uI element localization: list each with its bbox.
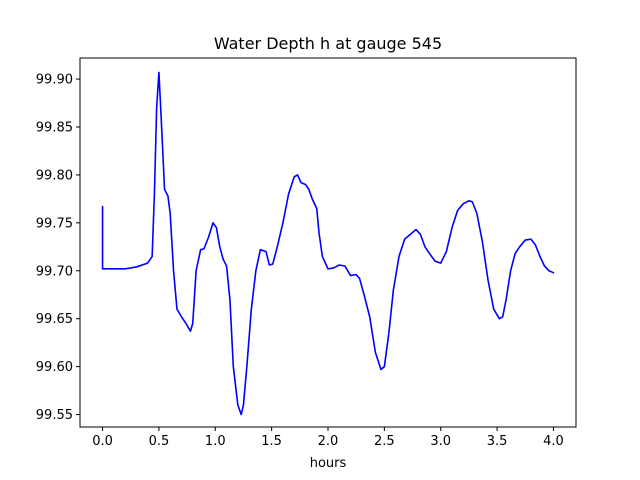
y-tick-label: 99.60 xyxy=(36,360,73,375)
x-tick-label: 3.5 xyxy=(487,434,508,449)
chart-title: Water Depth h at gauge 545 xyxy=(214,34,442,53)
x-tick-label: 1.0 xyxy=(205,434,226,449)
x-axis-label: hours xyxy=(310,456,347,471)
x-tick-label: 0.0 xyxy=(92,434,113,449)
x-tick-label: 3.0 xyxy=(430,434,451,449)
x-tick-label: 2.5 xyxy=(374,434,395,449)
y-tick-label: 99.55 xyxy=(36,408,73,423)
series-line-0 xyxy=(101,71,555,416)
y-tick-label: 99.85 xyxy=(36,121,73,136)
y-tick-label: 99.80 xyxy=(36,168,73,183)
y-tick-label: 99.75 xyxy=(36,216,73,231)
x-tick-label: 4.0 xyxy=(543,434,564,449)
y-tick-label: 99.65 xyxy=(36,312,73,327)
x-axis: 0.0 0.5 1.0 1.5 2.0 2.5 3.0 3.5 4.0 xyxy=(92,427,564,449)
x-tick-label: 0.5 xyxy=(149,434,170,449)
y-tick-label: 99.70 xyxy=(36,264,73,279)
y-axis: 99.55 99.60 99.65 99.70 99.75 99.80 99.85 99.90 xyxy=(36,73,80,423)
x-tick-label: 1.5 xyxy=(261,434,282,449)
plot-area xyxy=(101,71,555,416)
x-tick-label: 2.0 xyxy=(318,434,339,449)
y-tick-label: 99.90 xyxy=(36,73,73,88)
